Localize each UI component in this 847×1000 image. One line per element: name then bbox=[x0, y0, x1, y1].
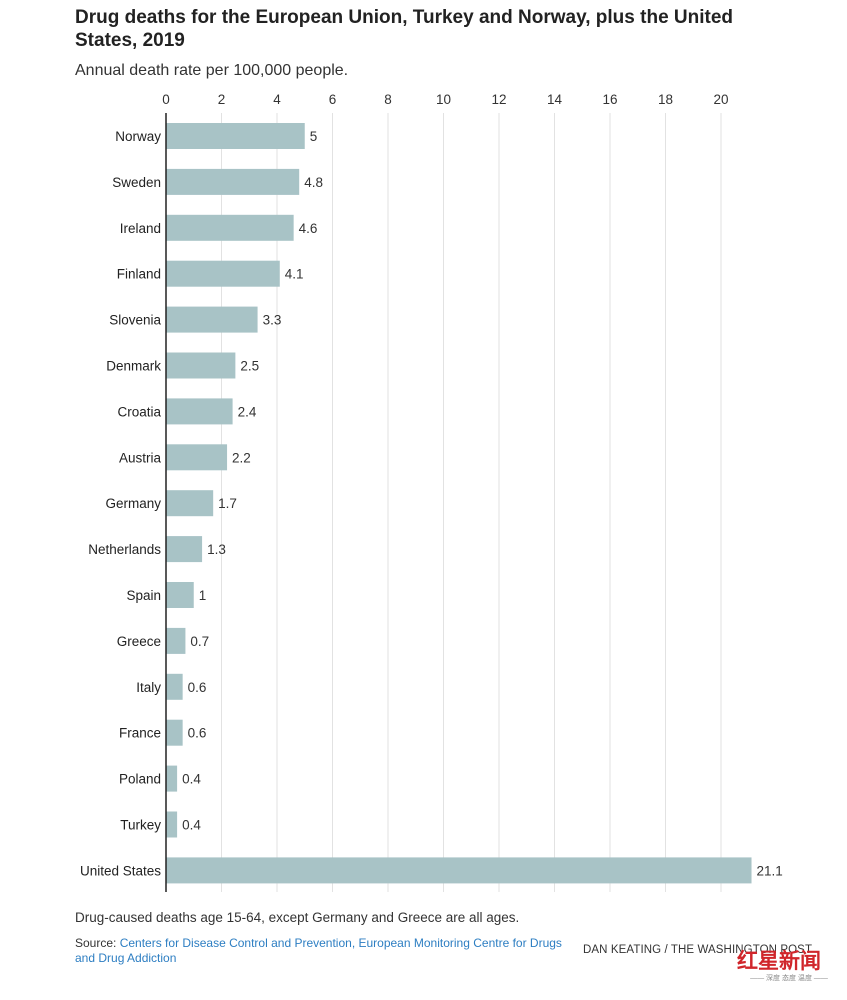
credit-line: DAN KEATING / THE WASHINGTON POST bbox=[583, 944, 813, 956]
x-tick-label: 20 bbox=[713, 92, 728, 107]
chart-subtitle: Annual death rate per 100,000 people. bbox=[75, 62, 349, 79]
bar bbox=[166, 444, 228, 471]
category-label: Spain bbox=[126, 588, 161, 603]
x-tick-label: 6 bbox=[329, 92, 337, 107]
chart-title: Drug deaths for the European Union, Turk… bbox=[75, 7, 734, 51]
category-label: Finland bbox=[117, 267, 161, 282]
category-label: United States bbox=[80, 863, 161, 878]
bar bbox=[166, 168, 300, 195]
value-label: 0.4 bbox=[182, 772, 201, 787]
x-tick-label: 8 bbox=[384, 92, 392, 107]
x-tick-label: 18 bbox=[658, 92, 673, 107]
value-label: 2.4 bbox=[238, 404, 257, 419]
bar bbox=[166, 673, 183, 700]
value-label: 0.6 bbox=[188, 680, 207, 695]
value-label: 3.3 bbox=[263, 313, 282, 328]
bar bbox=[166, 260, 280, 287]
chart-note: Drug-caused deaths age 15-64, except Ger… bbox=[75, 910, 520, 925]
bar bbox=[166, 214, 294, 241]
value-label: 4.6 bbox=[299, 221, 318, 236]
bar bbox=[166, 811, 178, 838]
bar bbox=[166, 857, 752, 884]
bar bbox=[166, 627, 186, 654]
bar bbox=[166, 306, 258, 333]
category-label: Austria bbox=[119, 450, 162, 465]
x-tick-label: 4 bbox=[273, 92, 281, 107]
x-tick-label: 12 bbox=[491, 92, 506, 107]
watermark-tagline: —— 深度 态度 温度 —— bbox=[750, 975, 828, 982]
category-label: Italy bbox=[136, 680, 161, 695]
value-label: 0.6 bbox=[188, 726, 207, 741]
watermark-logo-text: 红星新闻 bbox=[737, 948, 821, 973]
x-tick-label: 0 bbox=[162, 92, 170, 107]
x-tick-label: 10 bbox=[436, 92, 451, 107]
value-label: 5 bbox=[310, 129, 318, 144]
bar bbox=[166, 352, 236, 379]
category-label: Netherlands bbox=[88, 542, 161, 557]
category-label: Norway bbox=[115, 129, 161, 144]
source-link[interactable]: Centers for Disease Control and Preventi… bbox=[75, 936, 562, 965]
category-label: Poland bbox=[119, 772, 161, 787]
source-prefix: Source: bbox=[75, 936, 120, 950]
x-tick-label: 14 bbox=[547, 92, 563, 107]
value-label: 4.8 bbox=[304, 175, 323, 190]
value-label: 1.7 bbox=[218, 496, 237, 511]
x-tick-label: 16 bbox=[602, 92, 617, 107]
category-label: Germany bbox=[105, 496, 161, 511]
bar bbox=[166, 398, 233, 425]
value-label: 21.1 bbox=[757, 863, 783, 878]
value-label: 4.1 bbox=[285, 267, 304, 282]
bar bbox=[166, 719, 183, 746]
category-label: Turkey bbox=[120, 818, 161, 833]
source-line: Source: Centers for Disease Control and … bbox=[75, 936, 575, 966]
category-label: Croatia bbox=[117, 404, 161, 419]
bar bbox=[166, 582, 194, 608]
category-label: Ireland bbox=[120, 221, 161, 236]
value-label: 1.3 bbox=[207, 542, 226, 557]
x-tick-label: 2 bbox=[218, 92, 226, 107]
category-label: Slovenia bbox=[109, 313, 161, 328]
value-label: 0.7 bbox=[190, 634, 209, 649]
value-label: 2.2 bbox=[232, 450, 251, 465]
watermark-logo: 红星新闻 —— 深度 态度 温度 —— bbox=[737, 948, 841, 992]
category-label: France bbox=[119, 726, 161, 741]
value-label: 0.4 bbox=[182, 818, 201, 833]
bar bbox=[166, 536, 203, 563]
value-label: 1 bbox=[199, 588, 207, 603]
bar bbox=[166, 123, 305, 149]
bar bbox=[166, 490, 214, 517]
value-label: 2.5 bbox=[240, 359, 259, 374]
category-label: Greece bbox=[117, 634, 161, 649]
bar bbox=[166, 765, 178, 792]
category-label: Sweden bbox=[112, 175, 161, 190]
category-label: Denmark bbox=[106, 359, 161, 374]
